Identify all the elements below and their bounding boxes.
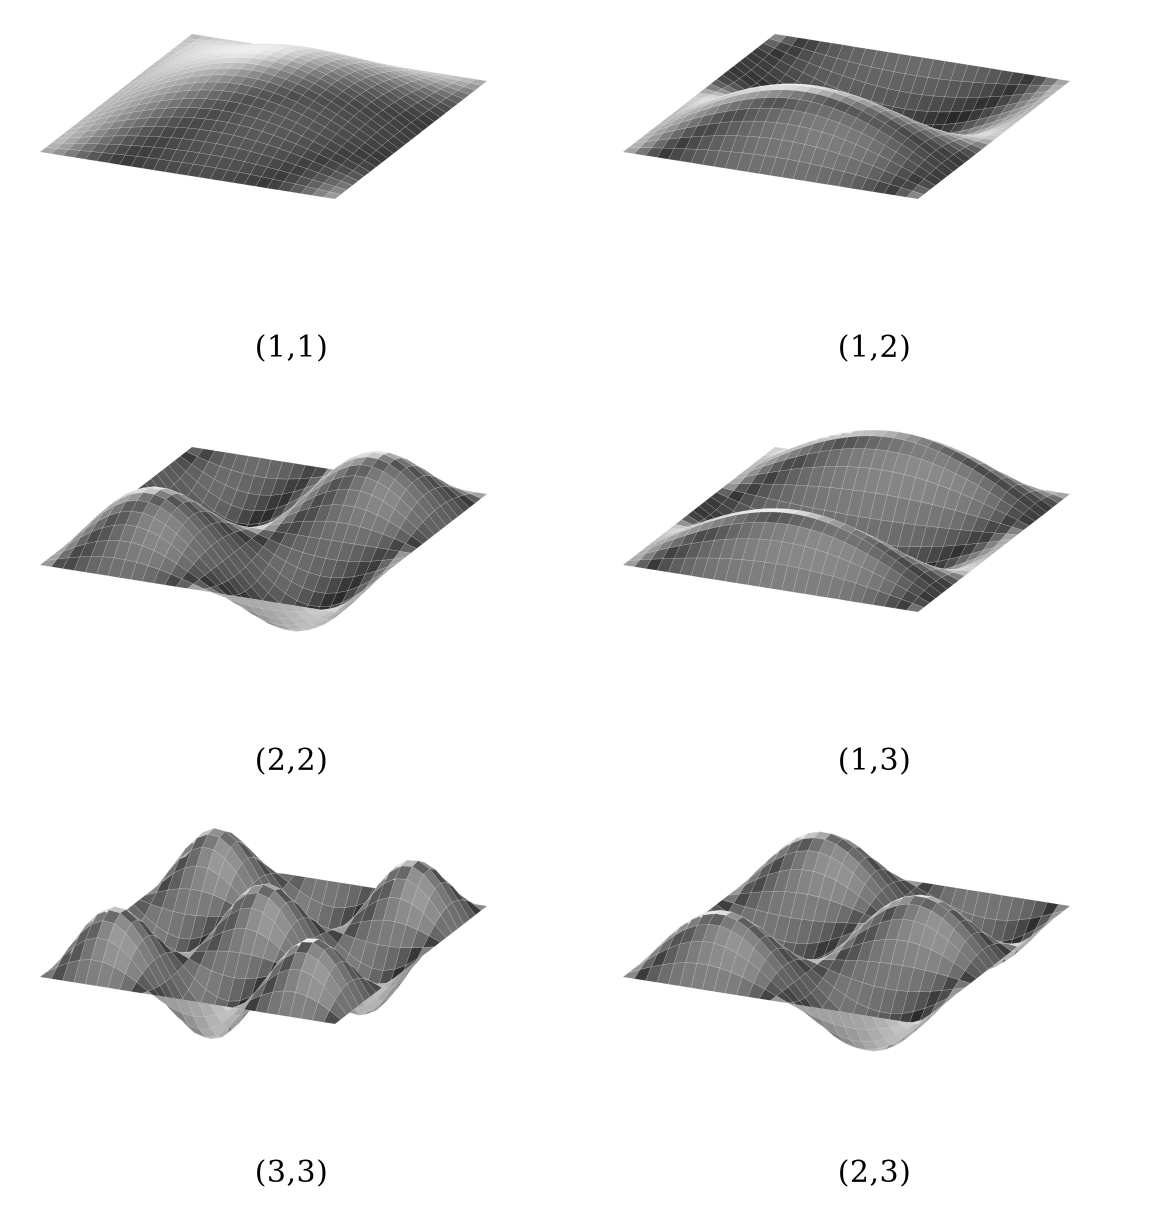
- panel-caption: (2,3): [583, 1155, 1166, 1190]
- panel-mode-2-2: (2,2): [0, 413, 583, 818]
- panel-caption: (1,1): [0, 330, 583, 365]
- panel-caption: (1,3): [583, 743, 1166, 778]
- panel-mode-3-3: (3,3): [0, 825, 583, 1230]
- surface-plot: [0, 413, 583, 753]
- panel-mode-1-3: (1,3): [583, 413, 1166, 818]
- panel-caption: (1,2): [583, 330, 1166, 365]
- surface-plot: [0, 825, 583, 1165]
- surface-plot: [583, 825, 1166, 1165]
- panel-mode-1-1: (1,1): [0, 0, 583, 405]
- surface-plot: [0, 0, 583, 340]
- panel-mode-2-3: (2,3): [583, 825, 1166, 1230]
- surface-plot: [583, 413, 1166, 753]
- panel-caption: (2,2): [0, 743, 583, 778]
- panel-mode-1-2: (1,2): [583, 0, 1166, 405]
- panel-caption: (3,3): [0, 1155, 583, 1190]
- surface-plot: [583, 0, 1166, 340]
